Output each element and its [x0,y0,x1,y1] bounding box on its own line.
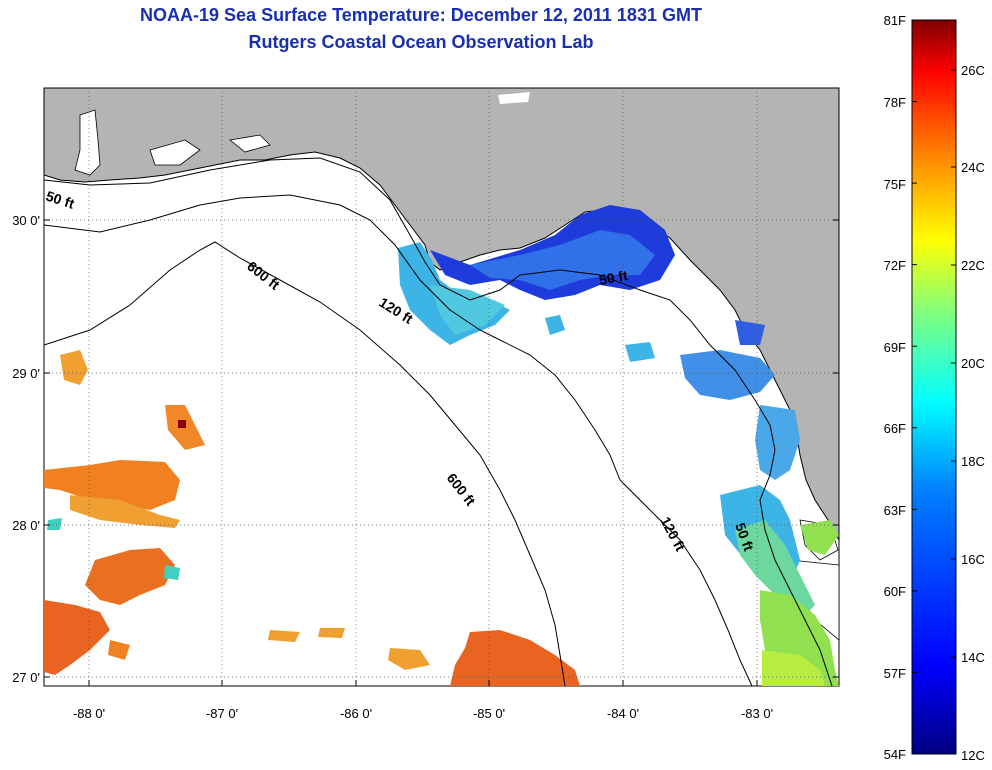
lat-tick-label: 27 0' [12,670,40,685]
colorbar-f-label: 54F [884,747,906,762]
colorbar-f-label: 81F [884,13,906,28]
lat-tick-label: 30 0' [12,213,40,228]
tick-marks [44,219,839,686]
lat-tick-label: 29 0' [12,366,40,381]
map-body: 50 ft 50 ft 50 ft 120 ft 120 ft 600 ft 6… [44,88,839,686]
lon-tick-label: -88 0' [73,706,105,721]
lon-tick-label: -87 0' [206,706,238,721]
bay-pensacola [149,139,201,166]
lon-tick-label: -83 0' [741,706,773,721]
colorbar-f-label: 69F [884,340,906,355]
colorbar-f-label: 63F [884,503,906,518]
bay-choctaw [229,134,271,153]
colorbar-f-label: 66F [884,421,906,436]
colorbar [911,19,957,755]
colorbar-c-label: 16C [961,552,985,567]
lat-tick-label: 28 0' [12,518,40,533]
sst-data-layer [44,205,839,686]
contour-120ft [44,194,753,686]
colorbar-f-label: 72F [884,258,906,273]
contour-label-50-north: 50 ft [598,267,629,288]
colorbar-c-label: 12C [961,748,985,763]
colorbar-ticks [912,19,956,755]
colorbar-f-label: 75F [884,177,906,192]
colorbar-c-label: 22C [961,258,985,273]
colorbar-f-label: 57F [884,666,906,681]
bay-mobile [74,109,101,176]
lon-tick-label: -85 0' [473,706,505,721]
colorbar-c-label: 14C [961,650,985,665]
colorbar-c-label: 26C [961,63,985,78]
colorbar-f-label: 60F [884,584,906,599]
map-title: NOAA-19 Sea Surface Temperature: Decembe… [140,5,702,25]
lon-tick-label: -86 0' [340,706,372,721]
lon-tick-label: -84 0' [607,706,639,721]
colorbar-c-label: 24C [961,160,985,175]
colorbar-c-label: 20C [961,356,985,371]
colorbar-f-label: 78F [884,95,906,110]
contour-600ft [44,241,566,686]
colorbar-c-label: 18C [961,454,985,469]
map-subtitle: Rutgers Coastal Ocean Observation Lab [248,32,594,52]
lake-seminole [498,92,530,104]
grid-lines [44,88,839,686]
